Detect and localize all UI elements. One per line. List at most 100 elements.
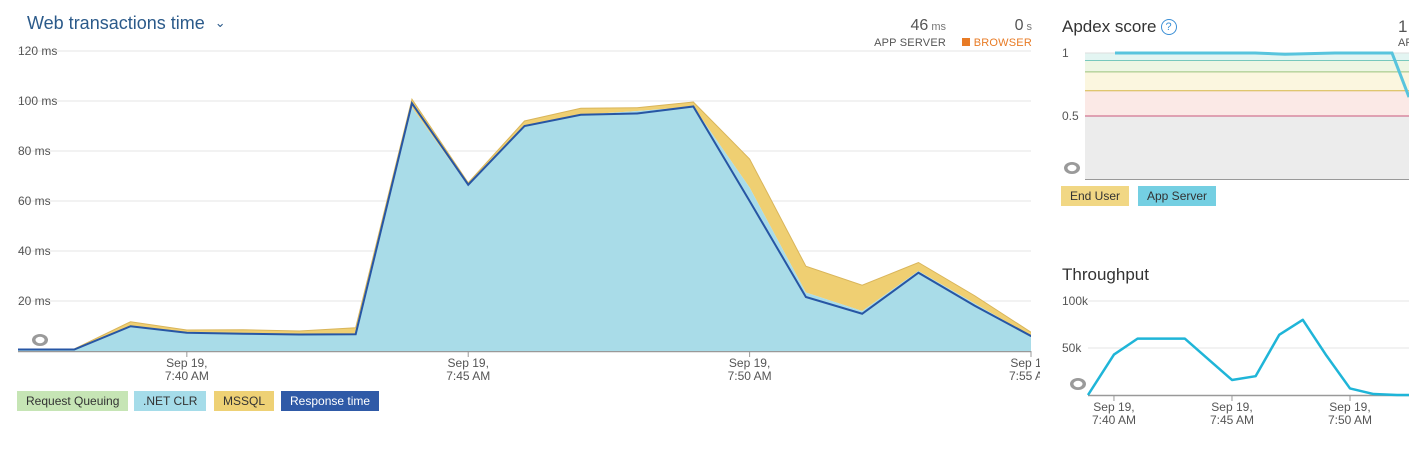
response-time-point[interactable] bbox=[128, 323, 134, 329]
question-icon[interactable]: ? bbox=[1160, 19, 1177, 35]
throughput-point[interactable] bbox=[1182, 336, 1188, 342]
response-time-point[interactable] bbox=[690, 104, 696, 110]
response-time-point[interactable] bbox=[409, 100, 415, 106]
apdex-bands bbox=[1085, 52, 1409, 180]
app-server-value: 46 bbox=[910, 17, 929, 34]
y-tick-label: 1 bbox=[1062, 46, 1069, 60]
response-time-point[interactable] bbox=[803, 294, 809, 300]
band-fair bbox=[1085, 71, 1409, 91]
throughput-point[interactable] bbox=[1111, 352, 1117, 358]
x-tick-label: 7:50 AM bbox=[728, 369, 772, 383]
throughput-point[interactable] bbox=[1085, 392, 1091, 398]
app-server-label: APP SERVER bbox=[874, 37, 946, 49]
x-tick-label: Sep 19, bbox=[1329, 400, 1370, 414]
x-tick-label: Sep 19, bbox=[166, 356, 207, 370]
apdex-y-axis: 0.51 bbox=[1062, 46, 1079, 123]
throughput-y-axis: 50k 100k bbox=[1062, 294, 1089, 355]
response-time-point[interactable] bbox=[71, 347, 77, 353]
apdex-series bbox=[1115, 51, 1409, 98]
response-time-point[interactable] bbox=[184, 330, 190, 336]
y-tick-label: 20 ms bbox=[18, 294, 51, 308]
throughput-point[interactable] bbox=[1347, 385, 1353, 391]
response-time-point[interactable] bbox=[859, 311, 865, 317]
x-tick-label: 7:50 AM bbox=[1328, 413, 1372, 427]
browser-value: 0 bbox=[1014, 17, 1024, 34]
x-tick-label: Sep 19, bbox=[1010, 356, 1040, 370]
x-tick-label: 7:40 AM bbox=[165, 369, 209, 383]
apdex-title: Apdex score? bbox=[1062, 17, 1177, 37]
y-tick-label: 100k bbox=[1062, 294, 1089, 308]
x-tick-label: 7:55 AM bbox=[1009, 369, 1040, 383]
y-tick-label: 80 ms bbox=[18, 144, 51, 158]
app-server-unit: ms bbox=[931, 21, 946, 33]
legend-app-server[interactable]: App Server bbox=[1138, 186, 1217, 206]
throughput-point[interactable] bbox=[1205, 356, 1211, 362]
throughput-point[interactable] bbox=[1300, 317, 1306, 323]
apdex-reset-zoom-icon[interactable] bbox=[1064, 162, 1080, 174]
y-tick-label: 50k bbox=[1062, 341, 1082, 355]
legend-response-time[interactable]: Response time bbox=[281, 391, 380, 411]
x-tick-label: 7:40 AM bbox=[1092, 413, 1136, 427]
mssql-top-line bbox=[18, 98, 1031, 350]
apdex-next-value: 1 bbox=[1398, 17, 1408, 36]
chart-title-dropdown[interactable]: Web transactions time ⌄ bbox=[27, 13, 226, 34]
legend-mssql[interactable]: MSSQL bbox=[214, 391, 275, 411]
throughput-point[interactable] bbox=[1371, 391, 1377, 397]
apdex-chart: 0.51 bbox=[1062, 46, 1409, 180]
x-tick-label: Sep 19, bbox=[1211, 400, 1252, 414]
y-tick-label: 40 ms bbox=[18, 244, 51, 258]
response-time-point[interactable] bbox=[296, 332, 302, 338]
app-server-metric: 46 ms APP SERVER bbox=[870, 17, 946, 49]
browser-unit: s bbox=[1026, 21, 1033, 33]
y-tick-label: 60 ms bbox=[18, 194, 51, 208]
throughput-series bbox=[1085, 317, 1409, 398]
response-time-line bbox=[18, 100, 1031, 351]
response-time-point[interactable] bbox=[915, 270, 921, 276]
reset-zoom-icon[interactable] bbox=[32, 334, 48, 346]
main-y-axis: 20 ms 40 ms 60 ms 80 ms 100 ms 120 ms bbox=[18, 44, 57, 308]
band-unacceptable bbox=[1085, 116, 1409, 179]
throughput-title: Throughput bbox=[1062, 265, 1149, 284]
apdex-title-label: Apdex score bbox=[1062, 17, 1157, 36]
response-time-point[interactable] bbox=[522, 123, 528, 129]
response-time-point[interactable] bbox=[634, 111, 640, 117]
response-time-point[interactable] bbox=[465, 182, 471, 188]
throughput-point[interactable] bbox=[1394, 392, 1400, 398]
x-tick-label: 7:45 AM bbox=[446, 369, 490, 383]
legend-end-user[interactable]: End User bbox=[1061, 186, 1130, 206]
throughput-point[interactable] bbox=[1253, 373, 1259, 379]
response-time-point[interactable] bbox=[1028, 333, 1034, 339]
throughput-point[interactable] bbox=[1135, 336, 1141, 342]
legend-request-queuing[interactable]: Request Queuing bbox=[17, 391, 129, 411]
y-tick-label: 120 ms bbox=[18, 44, 57, 58]
browser-label: BROWSER bbox=[973, 37, 1032, 49]
throughput-point[interactable] bbox=[1229, 377, 1235, 383]
throughput-reset-zoom-icon[interactable] bbox=[1070, 378, 1086, 390]
band-good bbox=[1085, 60, 1409, 72]
y-tick-label: 100 ms bbox=[18, 94, 57, 108]
x-tick-label: Sep 19, bbox=[1093, 400, 1134, 414]
legend-net-clr[interactable]: .NET CLR bbox=[134, 391, 207, 411]
web-transactions-chart: 20 ms 40 ms 60 ms 80 ms 100 ms 120 ms Sep 19,… bbox=[18, 44, 1040, 383]
throughput-point[interactable] bbox=[1276, 332, 1282, 338]
y-tick-label: 0.5 bbox=[1062, 109, 1079, 123]
response-time-point[interactable] bbox=[240, 331, 246, 337]
x-tick-label: Sep 19, bbox=[448, 356, 489, 370]
throughput-grid bbox=[1088, 300, 1409, 397]
chart-title-label: Web transactions time bbox=[27, 13, 205, 33]
throughput-line bbox=[1086, 318, 1409, 397]
response-time-point[interactable] bbox=[747, 198, 753, 204]
app-server-line bbox=[1115, 51, 1409, 98]
browser-square-icon bbox=[961, 38, 970, 46]
response-time-point[interactable] bbox=[578, 112, 584, 118]
net-clr-area bbox=[18, 106, 1031, 351]
response-time-point[interactable] bbox=[353, 331, 359, 337]
x-tick-label: 7:45 AM bbox=[1210, 413, 1254, 427]
response-time-point[interactable] bbox=[972, 303, 978, 309]
throughput-point[interactable] bbox=[1323, 353, 1329, 359]
throughput-point[interactable] bbox=[1158, 336, 1164, 342]
